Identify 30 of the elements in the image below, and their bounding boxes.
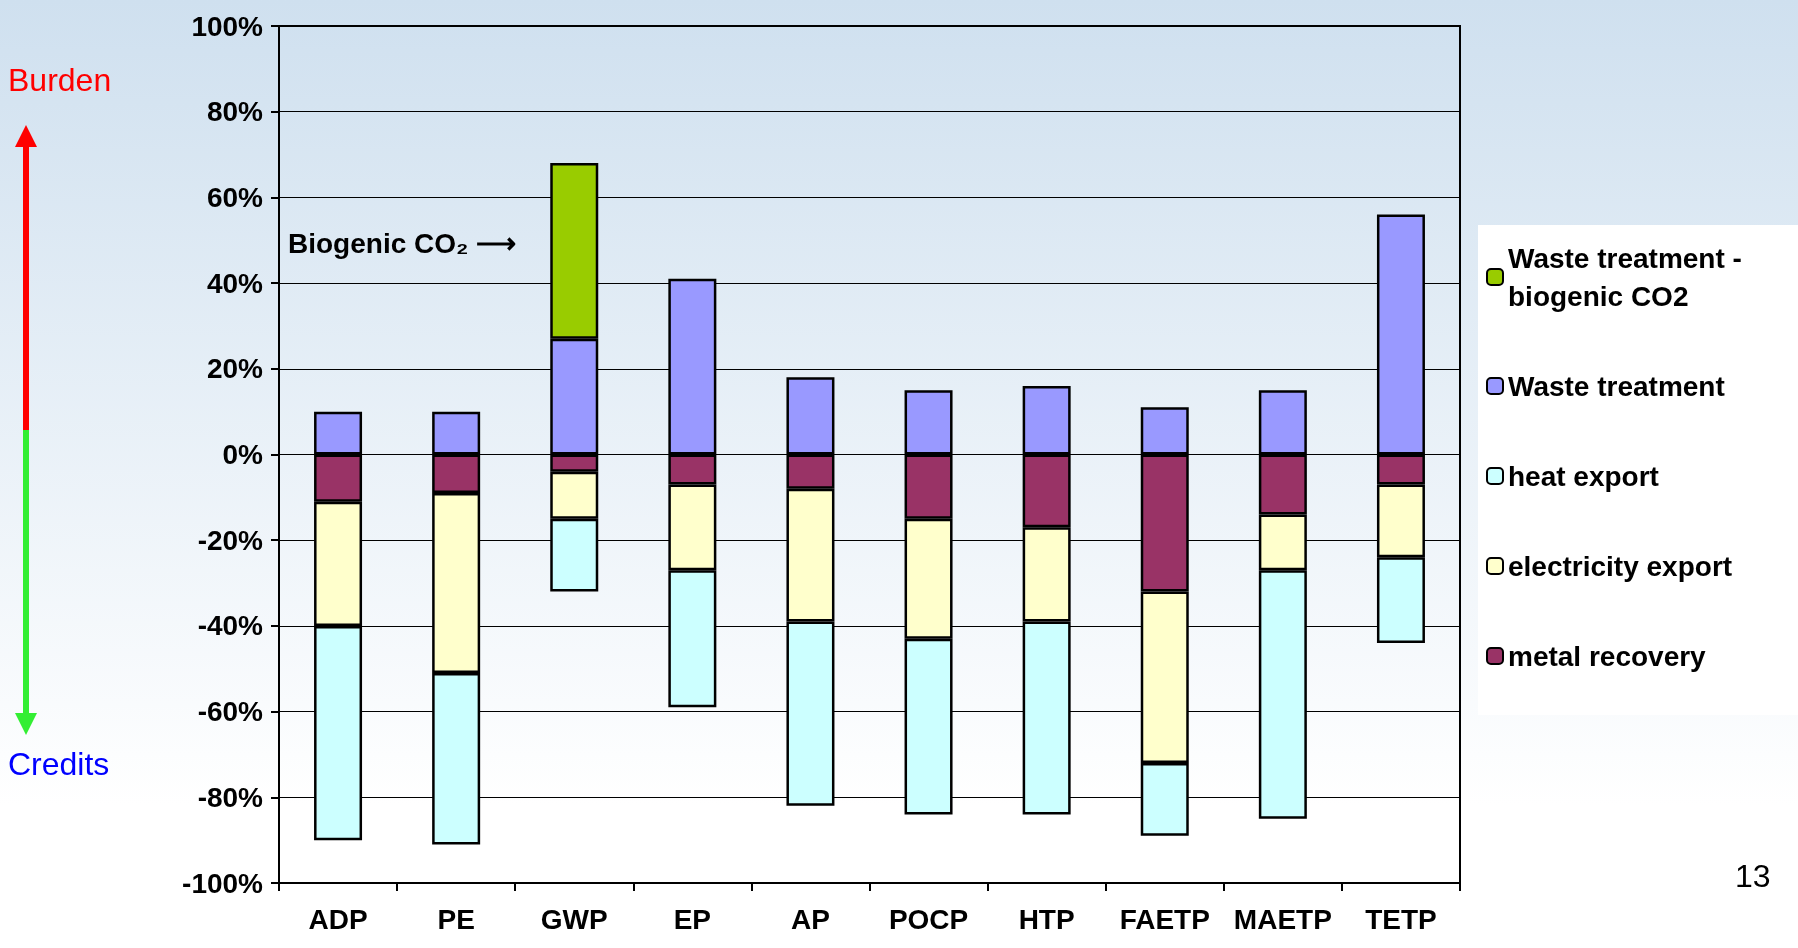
legend-label: heat export — [1508, 460, 1659, 492]
x-tick-label: PE — [437, 903, 475, 935]
y-tick-label: 100% — [191, 10, 264, 42]
text: Credits — [8, 746, 110, 782]
legend-label: Waste treatment - biogenic CO2 — [1508, 242, 1750, 312]
y-tick-label: -20% — [197, 524, 264, 556]
x-tick-label: GWP — [540, 903, 608, 935]
text: Burden — [8, 62, 112, 98]
legend-label: metal recovery — [1508, 640, 1707, 672]
y-tick-label: 20% — [206, 353, 264, 385]
x-tick-label: POCP — [888, 903, 969, 935]
annotation: Biogenic CO₂ ⟶ — [288, 227, 517, 259]
y-tick-label: 80% — [206, 96, 264, 128]
y-tick-label: 40% — [206, 267, 264, 299]
legend-label: electricity export — [1508, 550, 1733, 582]
y-tick-label: -80% — [197, 781, 264, 813]
legend-label: Waste treatment — [1508, 370, 1725, 402]
x-tick-label: AP — [791, 903, 830, 935]
y-tick-label: -60% — [197, 696, 264, 728]
x-tick-label: TETP — [1365, 903, 1437, 935]
y-tick-label: 60% — [206, 181, 264, 213]
y-tick-label: -100% — [182, 867, 264, 899]
x-tick-label: MAETP — [1233, 903, 1332, 935]
y-tick-label: -40% — [197, 610, 264, 642]
text: 13 — [1735, 858, 1771, 894]
x-tick-label: EP — [673, 903, 712, 935]
y-tick-label: 0% — [222, 439, 264, 470]
x-tick-label: ADP — [308, 903, 368, 935]
x-tick-label: HTP — [1018, 903, 1075, 935]
x-tick-label: FAETP — [1119, 903, 1210, 935]
